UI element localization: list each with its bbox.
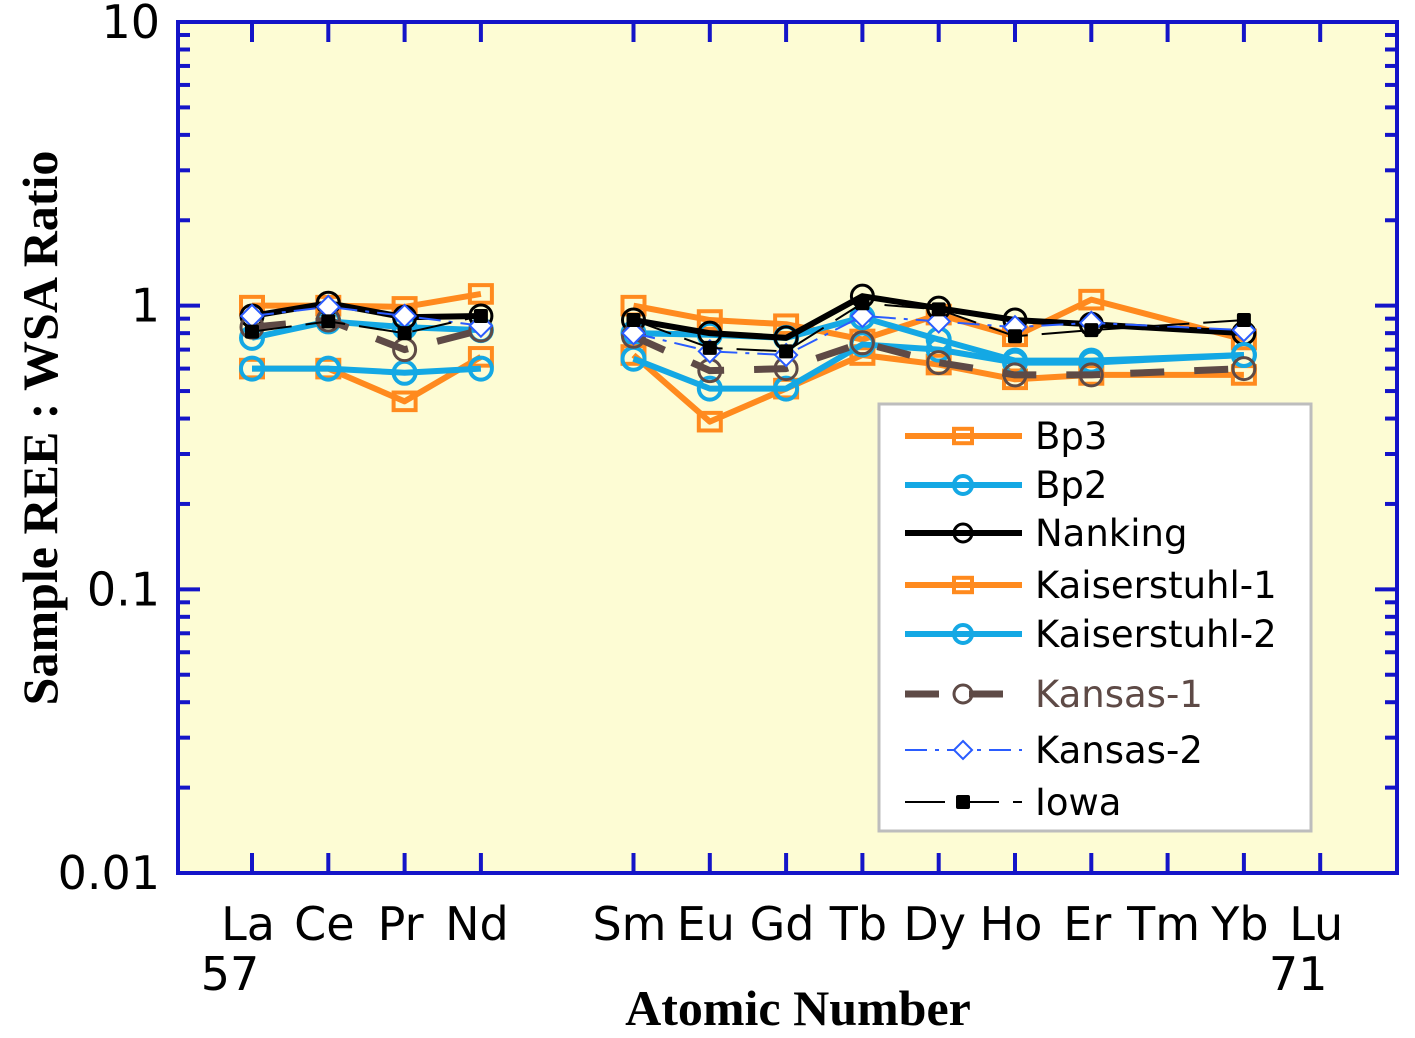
series-line bbox=[251, 300, 481, 321]
marker-open-circle bbox=[1002, 362, 1028, 388]
x-tick-label-Yb: Yb bbox=[1210, 897, 1268, 951]
series-line bbox=[251, 305, 482, 327]
x-tick-label-Er: Er bbox=[1063, 897, 1111, 951]
marker-square bbox=[952, 426, 974, 446]
series-line bbox=[633, 302, 1244, 353]
x-tick-label-Eu: Eu bbox=[677, 897, 735, 951]
marker-circle bbox=[696, 375, 723, 402]
plot-frame bbox=[176, 20, 1399, 875]
x-tick-label-Dy: Dy bbox=[903, 897, 966, 951]
legend-label-kansas-2: Kansas-2 bbox=[1035, 729, 1203, 772]
x-tick-label-Ho: Ho bbox=[980, 897, 1043, 951]
marker-square bbox=[952, 575, 974, 595]
series-line bbox=[632, 333, 1245, 379]
legend-label-iowa: Iowa bbox=[1035, 781, 1121, 824]
marker-diamond bbox=[621, 320, 646, 346]
series-line bbox=[252, 290, 482, 310]
series-line bbox=[633, 314, 1244, 357]
marker-circle bbox=[952, 474, 974, 496]
marker-circle bbox=[1230, 342, 1257, 369]
marker-square bbox=[391, 390, 418, 413]
x-tick-label-La: La bbox=[221, 897, 275, 951]
legend-box bbox=[877, 402, 1313, 833]
marker-filled-square bbox=[931, 302, 946, 317]
marker-filled-square bbox=[1084, 323, 1099, 338]
x-tick-label-Nd: Nd bbox=[445, 897, 509, 951]
marker-open-circle bbox=[952, 522, 974, 544]
marker-circle bbox=[239, 355, 265, 382]
marker-filled-square bbox=[245, 324, 259, 339]
marker-square bbox=[696, 410, 723, 433]
x-tick-sublabel-Lu: 71 bbox=[1269, 947, 1328, 1001]
marker-filled-square bbox=[855, 296, 870, 311]
series-line bbox=[251, 318, 482, 341]
marker-filled-square bbox=[626, 313, 641, 328]
legend-label-nanking: Nanking bbox=[1035, 512, 1187, 555]
marker-square bbox=[773, 313, 800, 336]
y-tick-label: 10 bbox=[101, 0, 160, 49]
marker-filled-square bbox=[779, 344, 794, 359]
marker-filled-square bbox=[956, 795, 970, 809]
series-lines bbox=[239, 283, 1257, 433]
legend: Bp3 Bp2 Nanking Kaiserstuhl-1 Kaiserstuhl-2 K… bbox=[877, 402, 1313, 833]
x-tick-label-Ce: Ce bbox=[294, 897, 354, 951]
marker-circle bbox=[315, 355, 342, 382]
x-tick-label-Tm: Tm bbox=[1126, 897, 1200, 951]
marker-filled-square bbox=[321, 314, 336, 329]
legend-label-kansas-1: Kansas-1 bbox=[1035, 673, 1203, 716]
x-tick-label-Pr: Pr bbox=[378, 897, 424, 951]
x-tick-label-Lu: Lu bbox=[1289, 897, 1343, 951]
series-line bbox=[251, 316, 482, 354]
marker-diamond bbox=[952, 739, 974, 761]
x-tick-sublabel-La: 57 bbox=[201, 947, 260, 1001]
series-line bbox=[632, 293, 1245, 341]
legend-label-kaiserstuhl-1: Kaiserstuhl-1 bbox=[1035, 564, 1277, 607]
legend-label-bp3: Bp3 bbox=[1035, 415, 1107, 458]
marker-circle bbox=[467, 355, 494, 382]
x-axis-title: Atomic Number bbox=[625, 980, 971, 1036]
y-axis-title: Sample REE : WSA Ratio bbox=[12, 151, 68, 706]
legend-label-bp2: Bp2 bbox=[1035, 464, 1107, 507]
marker-open-circle bbox=[849, 330, 875, 356]
marker-filled-square bbox=[702, 340, 717, 355]
marker-square bbox=[467, 346, 494, 368]
series-line bbox=[251, 314, 482, 335]
marker-filled-square bbox=[473, 308, 488, 323]
marker-circle bbox=[952, 623, 974, 645]
y-tick-label: 1 bbox=[131, 279, 160, 333]
marker-open-circle bbox=[926, 350, 952, 376]
series-line bbox=[252, 365, 482, 376]
marker-open-circle bbox=[1078, 362, 1104, 388]
marker-square bbox=[1078, 288, 1105, 311]
legend-label-kaiserstuhl-2: Kaiserstuhl-2 bbox=[1035, 613, 1277, 656]
marker-open-circle bbox=[952, 683, 974, 705]
x-tick-label-Tb: Tb bbox=[829, 897, 887, 951]
marker-square bbox=[696, 309, 723, 331]
x-tick-label-Gd: Gd bbox=[750, 897, 815, 951]
marker-diamond bbox=[926, 309, 952, 334]
marker-filled-square bbox=[1236, 313, 1251, 328]
x-tick-label-Sm: Sm bbox=[592, 897, 666, 951]
series-iowa bbox=[245, 296, 1251, 359]
marker-circle bbox=[925, 336, 952, 363]
marker-square bbox=[467, 283, 494, 305]
marker-filled-square bbox=[1008, 329, 1022, 344]
series-kaiserstuhl-2 bbox=[239, 331, 1257, 402]
marker-diamond bbox=[468, 313, 494, 339]
y-tick-label: 0.1 bbox=[87, 562, 160, 616]
y-tick-label: 0.01 bbox=[58, 846, 160, 900]
marker-diamond bbox=[849, 303, 875, 329]
marker-circle bbox=[773, 375, 800, 402]
marker-filled-square bbox=[397, 326, 412, 341]
marker-open-circle bbox=[1231, 356, 1257, 382]
